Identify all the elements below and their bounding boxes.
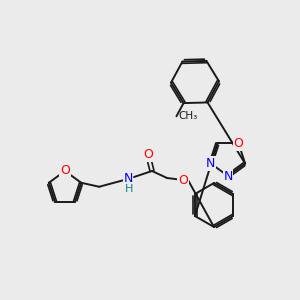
- Text: H: H: [125, 184, 133, 194]
- Text: N: N: [206, 157, 216, 170]
- Text: O: O: [234, 137, 244, 150]
- Text: N: N: [123, 172, 133, 185]
- Text: O: O: [60, 164, 70, 178]
- Text: N: N: [223, 169, 233, 182]
- Text: CH₃: CH₃: [178, 111, 198, 121]
- Text: O: O: [178, 173, 188, 187]
- Text: O: O: [143, 148, 153, 161]
